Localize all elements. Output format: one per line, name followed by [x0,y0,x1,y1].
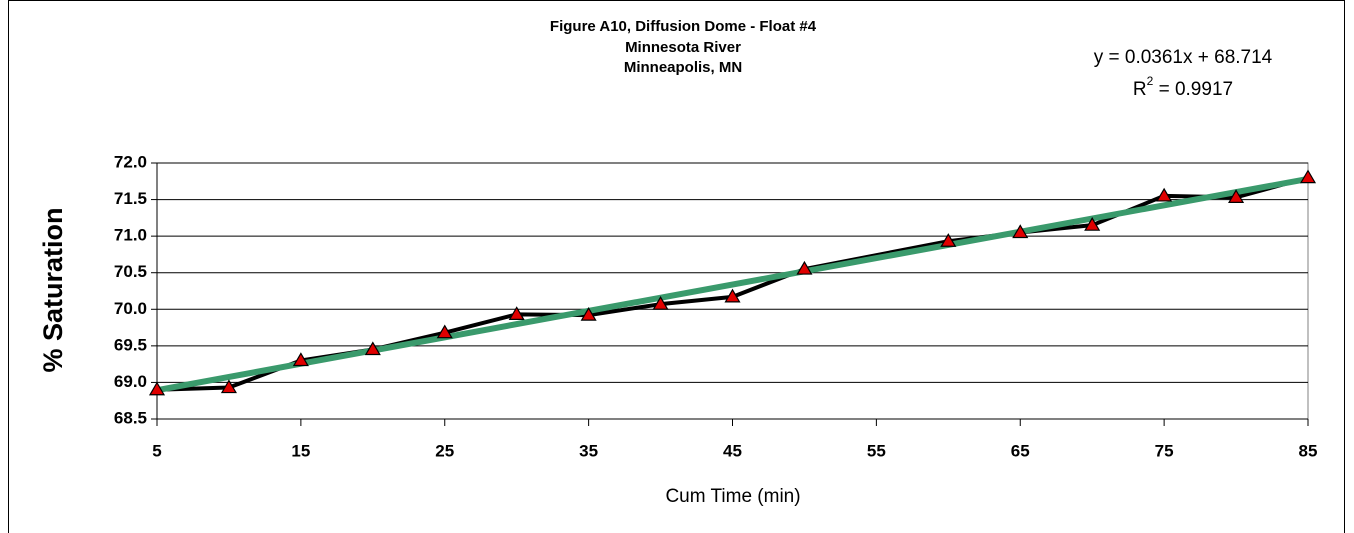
trendline [156,175,1309,394]
x-tick-label: 85 [1299,441,1318,460]
marker [1012,224,1029,239]
r-exponent: 2 [1147,74,1154,88]
marker [724,288,741,303]
chart-subtitle: Minneapolis, MN [624,59,742,76]
y-tick-label: 70.0 [114,299,147,318]
x-tick-label: 25 [435,441,454,460]
marker [436,324,453,339]
x-tick-label: 65 [1011,441,1030,460]
marker [220,379,237,394]
marker [940,233,957,247]
trend-equation: y = 0.0361x + 68.714 [1094,47,1273,68]
x-tick-label: 35 [579,441,598,460]
x-tick-label: 15 [291,441,310,460]
r-symbol: R [1133,79,1147,100]
marker [796,260,813,275]
x-tick-label: 75 [1155,441,1174,460]
y-axis-label: % Saturation [38,207,68,372]
y-tick-label: 70.5 [114,262,147,281]
marker [580,306,597,321]
marker [508,306,525,321]
marker [652,295,669,310]
marker [1156,187,1173,202]
y-tick-label: 68.5 [114,408,147,427]
marker [1084,216,1101,231]
y-tick-label: 69.5 [114,335,147,354]
marker [148,381,166,396]
y-tick-label: 71.0 [114,226,147,245]
marker [364,341,381,356]
r-text: = 0.9917 [1153,79,1233,100]
x-tick-label: 45 [723,441,742,460]
y-tick-label: 71.5 [114,189,147,208]
chart-title: Figure A10, Diffusion Dome - Float #4 [550,18,817,35]
marker [292,352,309,367]
marker [1228,189,1245,203]
marker [1299,169,1317,184]
x-axis-label: Cum Time (min) [665,486,800,507]
chart-subtitle: Minnesota River [625,39,741,56]
x-tick-label: 5 [152,441,161,460]
y-tick-label: 72.0 [114,152,147,171]
trend-r-squared: R2 = 0.9917 [1133,74,1233,100]
x-tick-label: 55 [867,441,886,460]
y-tick-label: 69.0 [114,372,147,391]
